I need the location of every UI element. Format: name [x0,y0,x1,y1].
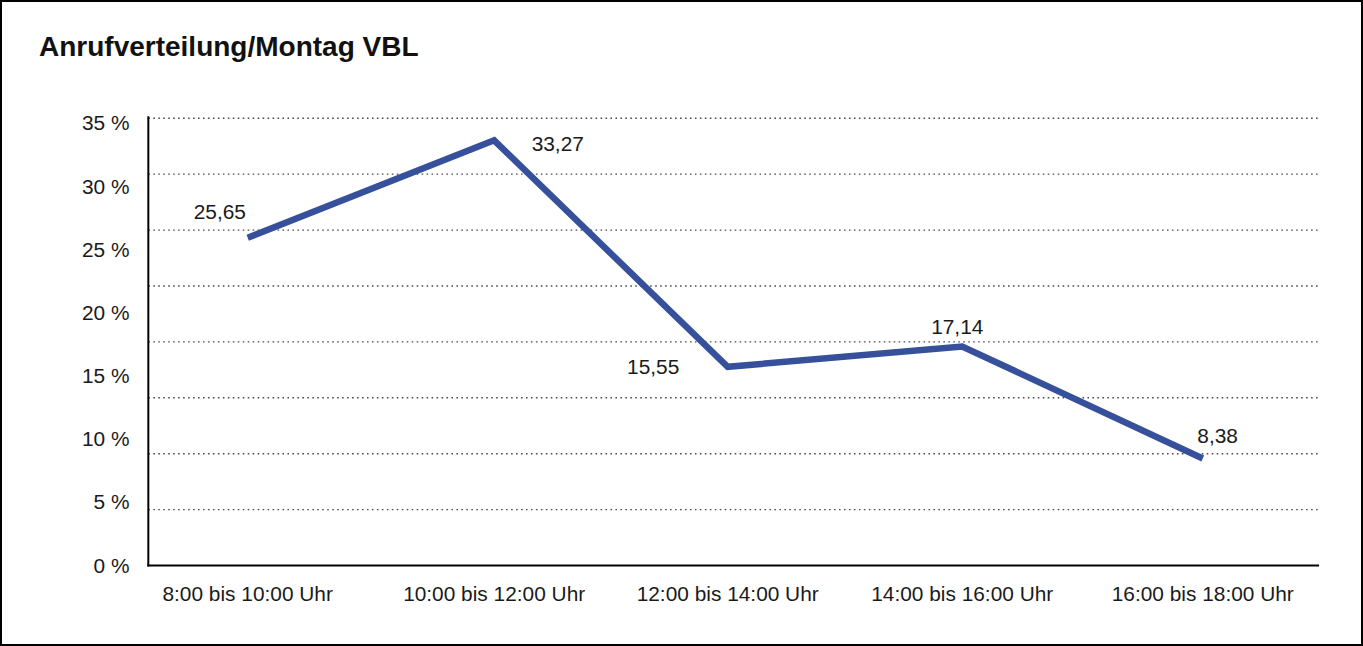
data-point-label: 25,65 [194,200,246,223]
y-tick-label: 15 % [82,364,130,387]
x-category-label: 10:00 bis 12:00 Uhr [403,582,585,605]
y-tick-label: 25 % [82,238,130,261]
y-tick-label: 0 % [93,554,129,577]
y-tick-label: 20 % [82,301,130,324]
data-point-label: 33,27 [532,132,584,155]
x-category-label: 12:00 bis 14:00 Uhr [637,582,819,605]
x-category-label: 14:00 bis 16:00 Uhr [871,582,1053,605]
data-point-label: 17,14 [931,315,983,338]
data-point-label: 8,38 [1197,424,1238,447]
y-tick-label: 5 % [93,490,129,513]
x-category-label: 16:00 bis 18:00 Uhr [1112,582,1294,605]
data-series-line [248,140,1203,458]
x-category-label: 8:00 bis 10:00 Uhr [162,582,333,605]
y-tick-label: 10 % [82,427,130,450]
chart-frame: Anrufverteilung/Montag VBL 35 %30 %25 %2… [0,0,1363,646]
y-tick-label: 30 % [82,175,130,198]
data-point-label: 15,55 [627,355,679,378]
y-tick-label: 35 % [82,111,130,134]
line-chart: 35 % 30 % 25 % 20 % 15 % 10 % 5 % 0 % 8:00 bis 1… [2,2,1361,644]
